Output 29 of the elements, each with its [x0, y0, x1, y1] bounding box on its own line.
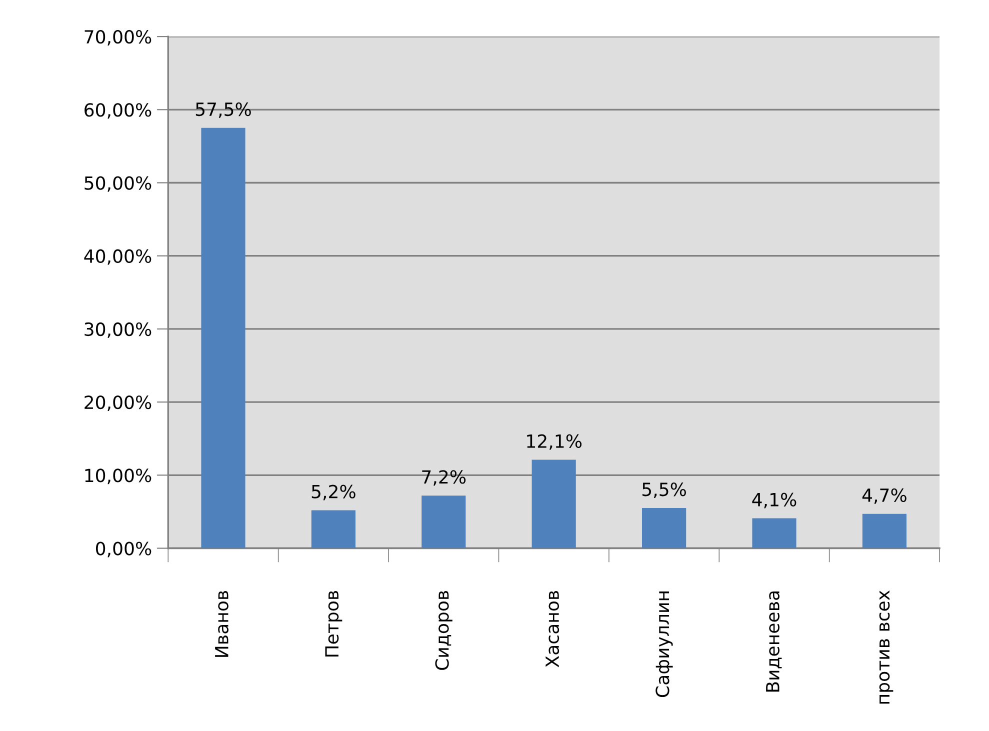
y-tick-label: 60,00% — [84, 103, 152, 119]
x-tick-label: Сидоров — [435, 590, 452, 670]
bar — [862, 514, 906, 548]
bar — [201, 128, 246, 548]
y-tick-label: 50,00% — [84, 176, 152, 192]
y-tick-label: 0,00% — [96, 542, 152, 558]
x-tick-label: Хасанов — [546, 590, 560, 668]
y-tick-label: 10,00% — [85, 468, 152, 484]
data-label: 5,5% — [642, 482, 686, 498]
data-label: 4,7% — [862, 488, 906, 504]
x-tick-label: Петров — [325, 590, 342, 656]
x-tick-label: против всех — [879, 590, 894, 704]
data-label: 7,2% — [422, 470, 466, 486]
y-tick-label: 30,00% — [84, 322, 152, 338]
bar — [642, 508, 686, 548]
x-tick-label: Виденеева — [766, 592, 782, 692]
data-label: 4,1% — [752, 492, 796, 508]
y-tick-label: 20,00% — [84, 396, 152, 412]
bar — [752, 518, 796, 548]
bar — [532, 460, 576, 548]
bar — [422, 496, 466, 548]
x-tick-label: Иванов — [215, 590, 228, 657]
bar — [311, 510, 356, 548]
data-label: 5,2% — [312, 484, 356, 500]
y-tick-label: 40,00% — [84, 249, 152, 265]
x-tick-label: Сафиуллин — [656, 592, 673, 698]
data-label: 12,1% — [527, 434, 582, 450]
y-tick-label: 70,00% — [84, 30, 152, 46]
data-label: 57,5% — [196, 102, 251, 118]
